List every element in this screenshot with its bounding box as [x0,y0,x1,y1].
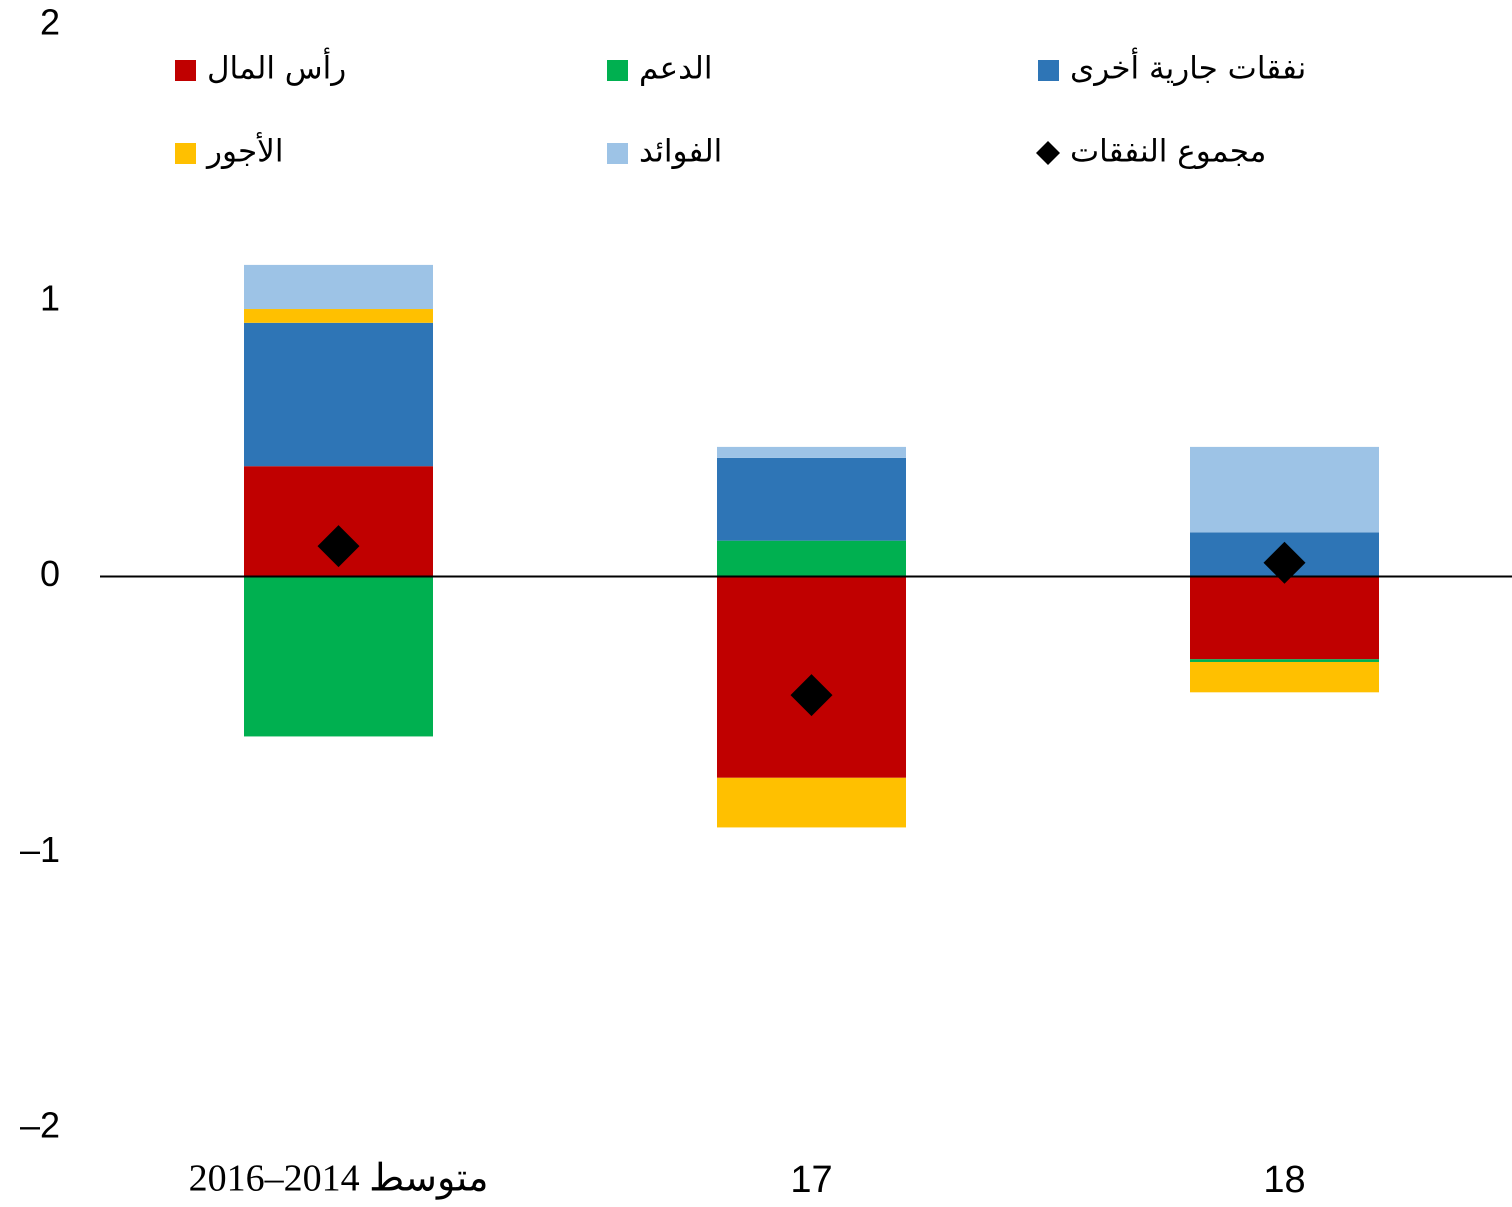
legend-label: رأس المال [207,48,346,87]
bar-segment [1190,576,1379,660]
x-tick-label: متوسط 2014–2016 [189,1158,489,1201]
total-marker [317,525,360,568]
legend-swatch [175,143,196,164]
legend-swatch [1038,60,1059,81]
bar-segment [244,309,433,323]
y-tick-label: 0 [40,553,60,594]
x-tick-label: 17 [790,1159,832,1201]
y-tick-label: 2 [40,2,60,43]
bar-segment [717,540,906,577]
legend-label: الفوائد [639,134,722,170]
total-marker [790,674,833,717]
legend-swatch [607,60,628,81]
y-tick-label: –1 [20,829,60,870]
legend-label: الدعم [639,51,712,87]
bar-segment [717,446,906,458]
bar-segment [717,457,906,541]
bar-segment [1190,659,1379,662]
legend-swatch [607,143,628,164]
legend-label: نفقات جارية أخرى [1070,48,1306,87]
bar-segment [244,322,433,467]
bar-segment [244,576,433,737]
bar-segment [244,264,433,310]
bar-segment [717,777,906,828]
bar-segment [1190,661,1379,693]
total-marker [1263,541,1306,584]
legend-swatch [175,60,196,81]
y-tick-label: 1 [40,277,60,318]
x-tick-label: 18 [1263,1159,1305,1201]
bar-segment [1190,446,1379,533]
legend-label: الأجور [205,132,283,170]
legend-label: مجموع النفقات [1070,134,1266,170]
y-tick-label: –2 [20,1105,60,1146]
legend-marker [1036,141,1060,165]
